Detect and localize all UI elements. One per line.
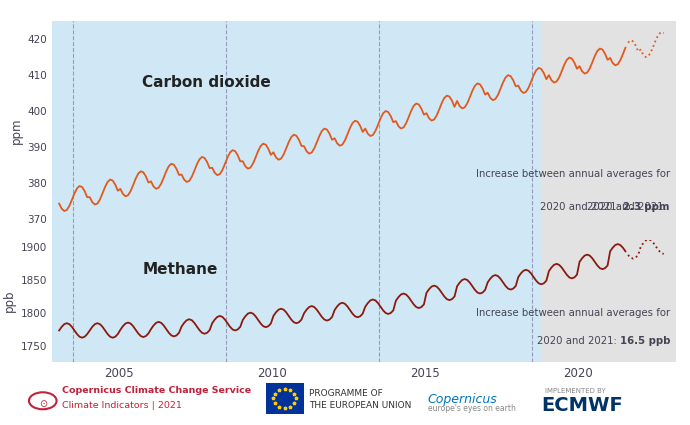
Text: ECMWF: ECMWF xyxy=(542,397,623,415)
Text: 2.3 ppm: 2.3 ppm xyxy=(624,202,670,212)
Text: Climate Indicators | 2021: Climate Indicators | 2021 xyxy=(62,401,182,410)
Bar xyxy=(542,240,676,362)
Text: Increase between annual averages for: Increase between annual averages for xyxy=(476,169,670,179)
Text: Copernicus: Copernicus xyxy=(428,393,497,406)
Text: THE EUROPEAN UNION: THE EUROPEAN UNION xyxy=(309,401,411,410)
Text: Carbon dioxide: Carbon dioxide xyxy=(142,75,271,90)
Bar xyxy=(542,21,676,240)
Text: 2020 and 2021: 2.3 ppm: 2020 and 2021: 2.3 ppm xyxy=(531,202,670,212)
Text: Increase between annual averages for: Increase between annual averages for xyxy=(476,308,670,318)
Text: Copernicus Climate Change Service: Copernicus Climate Change Service xyxy=(62,386,251,395)
Text: 2020 and 2021:: 2020 and 2021: xyxy=(540,202,624,212)
Y-axis label: ppm: ppm xyxy=(10,117,23,144)
Text: PROGRAMME OF: PROGRAMME OF xyxy=(309,389,383,398)
Y-axis label: ppb: ppb xyxy=(3,290,17,312)
Text: Methane: Methane xyxy=(142,262,217,277)
Bar xyxy=(52,240,542,362)
Text: 2020 and 2021:: 2020 and 2021: xyxy=(587,202,670,212)
Text: ⊙: ⊙ xyxy=(39,399,47,409)
Bar xyxy=(52,21,542,240)
Text: europe's eyes on earth: europe's eyes on earth xyxy=(428,404,515,413)
Text: IMPLEMENTED BY: IMPLEMENTED BY xyxy=(545,388,606,394)
Text: 2020 and 2021:: 2020 and 2021: xyxy=(537,336,620,346)
Text: 16.5 ppb: 16.5 ppb xyxy=(620,336,670,346)
